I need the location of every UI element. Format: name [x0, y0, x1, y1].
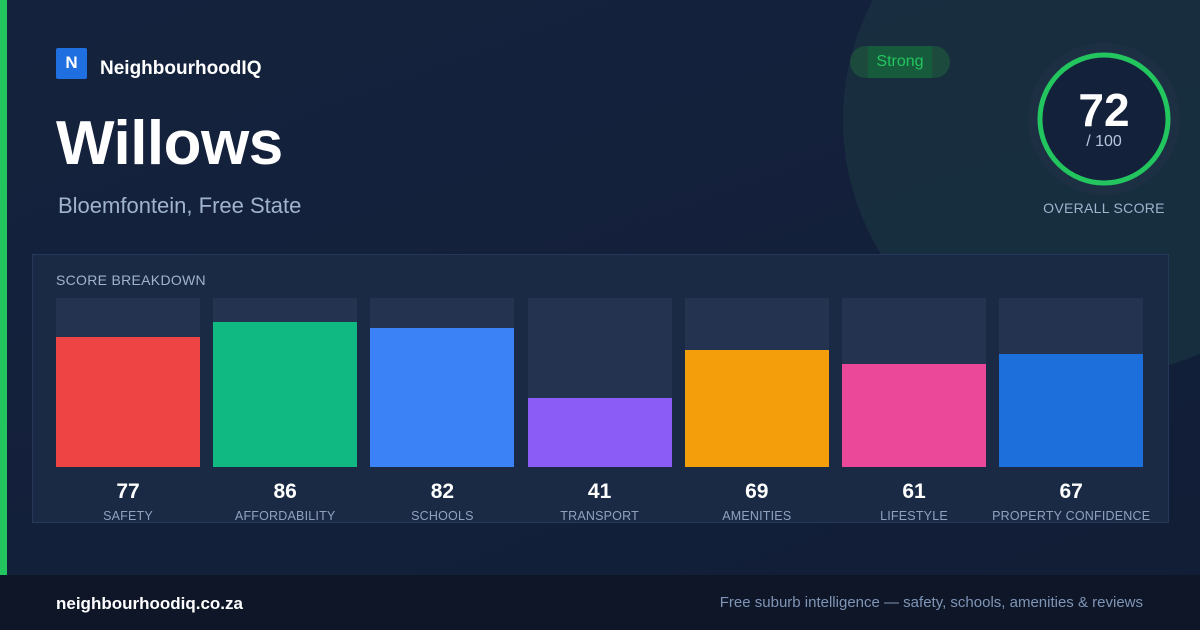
bar-fill [370, 328, 515, 467]
bar-fill [684, 350, 829, 467]
bar-value: 82 [430, 480, 455, 503]
score-bar-affordability: 86 AFFORDABILITY [213, 298, 358, 523]
bar-track [56, 298, 200, 467]
bar-fill [56, 336, 200, 467]
bar-label: AMENITIES [722, 509, 792, 523]
brand-logo-icon: N [56, 47, 87, 79]
score-bar-lifestyle: 61 LIFESTYLE [842, 298, 986, 523]
bar-label: PROPERTY CONFIDENCE [992, 509, 1151, 523]
footer-tagline: Free suburb intelligence — safety, schoo… [719, 594, 1143, 611]
suburb-location: Bloemfontein, Free State [58, 193, 302, 218]
brand-name: NeighbourhoodIQ [100, 58, 262, 79]
bar-track [370, 298, 515, 467]
bar-label: TRANSPORT [560, 509, 639, 523]
bar-fill [213, 321, 358, 467]
score-bar-transport: 41 TRANSPORT [527, 298, 672, 523]
score-bar-schools: 82 SCHOOLS [370, 298, 515, 523]
suburb-title: Willows [56, 109, 283, 178]
bar-fill [842, 363, 986, 467]
bar-track [213, 298, 358, 467]
overall-score-value: 72 [1078, 84, 1130, 136]
bar-value: 86 [273, 480, 297, 503]
score-bar-property-confidence: 67 PROPERTY CONFIDENCE [992, 298, 1150, 523]
bar-value: 69 [745, 480, 769, 503]
brand: N NeighbourhoodIQ [56, 46, 261, 80]
rating-badge: Strong [850, 46, 950, 78]
bar-label: AFFORDABILITY [234, 509, 336, 523]
footer-site-link[interactable]: neighbourhoodiq.co.za [56, 594, 243, 613]
score-bar-amenities: 69 AMENITIES [684, 298, 829, 523]
rating-badge-highlight [868, 46, 932, 78]
bar-value: 77 [116, 480, 140, 503]
bar-label: SAFETY [103, 509, 153, 523]
score-bar-safety: 77 SAFETY [56, 298, 200, 523]
bar-value: 61 [902, 480, 926, 503]
bar-track [999, 298, 1144, 467]
bar-value: 41 [587, 480, 612, 503]
bar-track [842, 298, 986, 467]
bar-track [527, 298, 672, 467]
bar-label: LIFESTYLE [880, 509, 948, 523]
bar-fill [527, 397, 672, 467]
bar-label: SCHOOLS [411, 509, 474, 523]
score-ring-arc [1037, 52, 1171, 186]
overall-score-ring: 72 / 100 [1028, 43, 1180, 195]
footer: neighbourhoodiq.co.za Free suburb intell… [0, 575, 1200, 630]
overall-score-caption: OVERALL SCORE [1043, 200, 1165, 216]
score-breakdown-panel: SCORE BREAKDOWN 77 SAFETY 86 AFFORDABILITY 8… [32, 254, 1169, 523]
overall-score-max: / 100 [1086, 133, 1122, 150]
bar-value: 67 [1059, 480, 1083, 503]
bar-track [684, 298, 829, 467]
breakdown-title: SCORE BREAKDOWN [56, 272, 206, 288]
rating-badge-label: Strong [876, 53, 924, 70]
accent-bar [0, 0, 7, 575]
bar-fill [999, 353, 1144, 467]
